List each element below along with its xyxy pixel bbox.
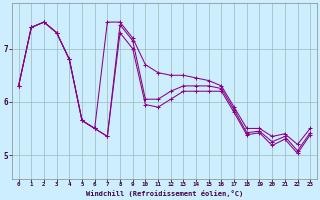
- X-axis label: Windchill (Refroidissement éolien,°C): Windchill (Refroidissement éolien,°C): [86, 190, 243, 197]
